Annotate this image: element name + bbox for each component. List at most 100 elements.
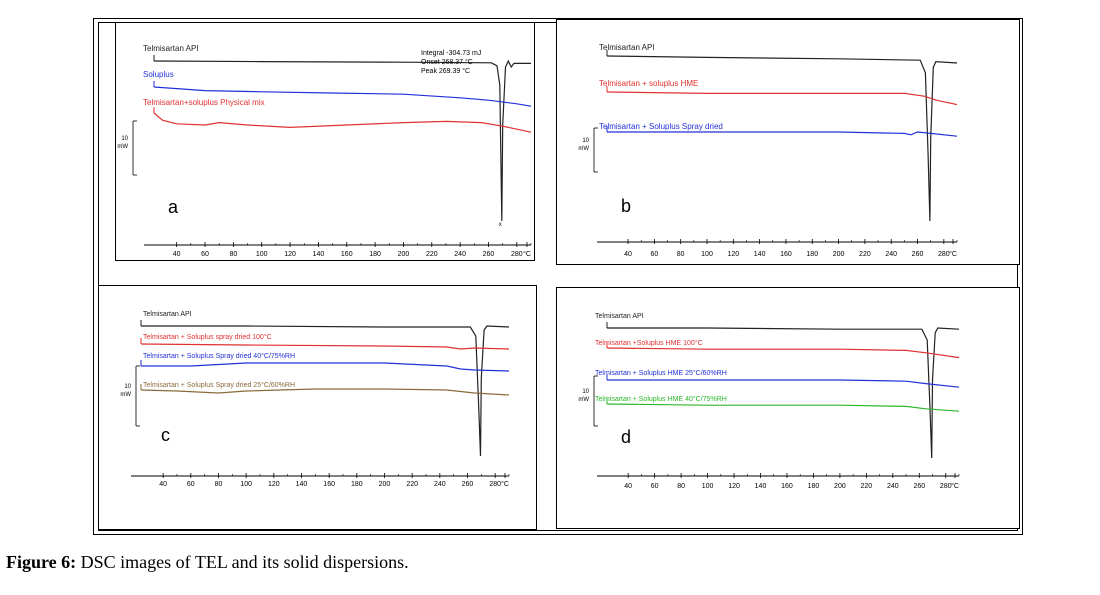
x-tick-label: 180	[351, 481, 363, 488]
series-line	[606, 55, 958, 222]
x-tick-label: 180	[808, 483, 820, 490]
x-tick-label: 220	[406, 481, 418, 488]
series-label: Telmisartan API	[595, 313, 644, 320]
series-label: Telmisartan API	[143, 311, 192, 318]
series-line	[607, 327, 960, 459]
series-label: Telmisartan + Soluplus Spray dried 25°C/…	[143, 381, 295, 389]
series-line	[606, 91, 958, 106]
series-label: Telmisartan + Soluplus HME 40°C/75%RH	[595, 395, 727, 403]
x-tick-label: 60	[187, 481, 195, 488]
x-tick-label: 140	[754, 251, 766, 258]
scale-unit: mW	[578, 146, 589, 152]
scale-label: 10	[124, 384, 131, 390]
x-tick-label: 260	[462, 481, 474, 488]
figure-caption: Figure 6: DSC images of TEL and its soli…	[6, 552, 409, 573]
x-tick-label: 240	[885, 251, 897, 258]
series-label: Telmisartan + Soluplus Spray dried	[599, 122, 723, 131]
x-tick-label: 120	[728, 483, 740, 490]
figure-outer-frame	[93, 18, 1023, 535]
series-line	[606, 403, 960, 412]
x-tick-label: 260	[483, 251, 495, 258]
x-tick-label: 140	[755, 483, 767, 490]
x-tick-label: 200	[398, 251, 410, 258]
series-label: Telmisartan + Soluplus HME 25°C/60%RH	[595, 369, 727, 377]
x-tick-label: °C	[501, 480, 509, 488]
x-tick-label: 200	[833, 251, 845, 258]
x-tick-label: 140	[296, 481, 308, 488]
series-line	[140, 343, 510, 350]
series-line	[153, 59, 531, 222]
annotation-text: Peak 269.39 °C	[421, 67, 470, 75]
panel-d: 40 60 80 100 120 140 160 180 200 220 240 260 280 °C 10…	[556, 287, 1020, 529]
series-label: Telmisartan + Soluplus Spray dried 40°C/…	[143, 352, 295, 360]
x-tick-label: °C	[523, 250, 531, 258]
x-tick-label: 160	[341, 251, 353, 258]
panel-b: 40 60 80 100 120 140 160 180 200 220 240 260 280 °C 10…	[556, 19, 1020, 265]
series-line	[607, 131, 958, 137]
x-tick-label: 80	[677, 483, 685, 490]
series-label: Telmisartan + soluplus HME	[599, 79, 698, 88]
x-tick-label: 80	[677, 251, 685, 258]
x-tick-label: 40	[624, 251, 632, 258]
x-tick-label: 220	[426, 251, 438, 258]
x-tick-label: 140	[313, 251, 325, 258]
x-tick-label: 160	[781, 483, 793, 490]
chart-b: 40 60 80 100 120 140 160 180 200 220 240 260 280 °C 10…	[578, 43, 958, 258]
x-tick-label: 100	[240, 481, 252, 488]
x-tick-label: 280	[489, 481, 501, 488]
x-tick-label: 60	[650, 251, 658, 258]
series-label: Telmisartan +Soluplus HME 100°C	[595, 339, 703, 347]
x-tick-label: 100	[701, 251, 713, 258]
series-line	[141, 325, 510, 457]
x-tick-label: 180	[369, 251, 381, 258]
chart-d: 40 60 80 100 120 140 160 180 200 220 240 260 280 °C 10…	[578, 313, 960, 490]
series-line	[153, 86, 532, 107]
x-tick-label: 40	[624, 483, 632, 490]
x-tick-label: 240	[454, 251, 466, 258]
series-label: Soluplus	[143, 70, 174, 79]
x-tick-label: 80	[229, 251, 237, 258]
x-tick-label: 240	[887, 483, 899, 490]
scale-unit: mW	[578, 397, 589, 403]
x-tick-label: 160	[323, 481, 335, 488]
annotation-text: Integral -304.73 mJ	[421, 50, 481, 57]
x-tick-label: 200	[834, 483, 846, 490]
x-tick-label: 280	[511, 251, 523, 258]
annotation-marker: x	[499, 222, 502, 228]
annotation-text: Onset 268.37 °C	[421, 58, 473, 66]
x-tick-label: 280	[940, 483, 952, 490]
caption-text: DSC images of TEL and its solid dispersi…	[76, 552, 409, 572]
series-line	[140, 388, 510, 396]
x-tick-label: 60	[201, 251, 209, 258]
panel-letter: d	[621, 427, 631, 447]
x-tick-label: 220	[861, 483, 873, 490]
x-tick-label: 80	[215, 481, 223, 488]
scale-unit: mW	[117, 144, 128, 150]
series-line	[141, 362, 510, 372]
x-tick-label: 60	[651, 483, 659, 490]
x-tick-label: 180	[806, 251, 818, 258]
series-label: Telmisartan + Soluplus spray dried 100°C	[143, 333, 272, 341]
x-tick-label: 120	[727, 251, 739, 258]
x-tick-label: 260	[913, 483, 925, 490]
x-tick-label: 40	[159, 481, 167, 488]
x-tick-label: °C	[949, 250, 957, 258]
scale-label: 10	[121, 136, 128, 142]
x-tick-label: °C	[951, 482, 959, 490]
series-line	[606, 347, 960, 359]
x-tick-label: 200	[379, 481, 391, 488]
x-tick-label: 280	[938, 251, 950, 258]
series-line	[153, 112, 532, 133]
scale-unit: mW	[120, 392, 131, 398]
x-tick-label: 240	[434, 481, 446, 488]
x-tick-label: 120	[268, 481, 280, 488]
x-tick-label: 100	[256, 251, 268, 258]
panel-a: 40 60 80 100 120 140 160 180 200 220 240 260 280 °C 10…	[115, 22, 535, 261]
x-tick-label: 100	[702, 483, 714, 490]
chart-c: 40 60 80 100 120 140 160 180 200 220 240 260 280 °C 10…	[120, 311, 510, 488]
series-line	[607, 379, 960, 388]
scale-label: 10	[582, 389, 589, 395]
panel-c: 40 60 80 100 120 140 160 180 200 220 240 260 280 °C 10…	[98, 285, 537, 530]
panel-letter: a	[168, 197, 179, 217]
chart-a: 40 60 80 100 120 140 160 180 200 220 240 260 280 °C 10…	[117, 44, 532, 258]
